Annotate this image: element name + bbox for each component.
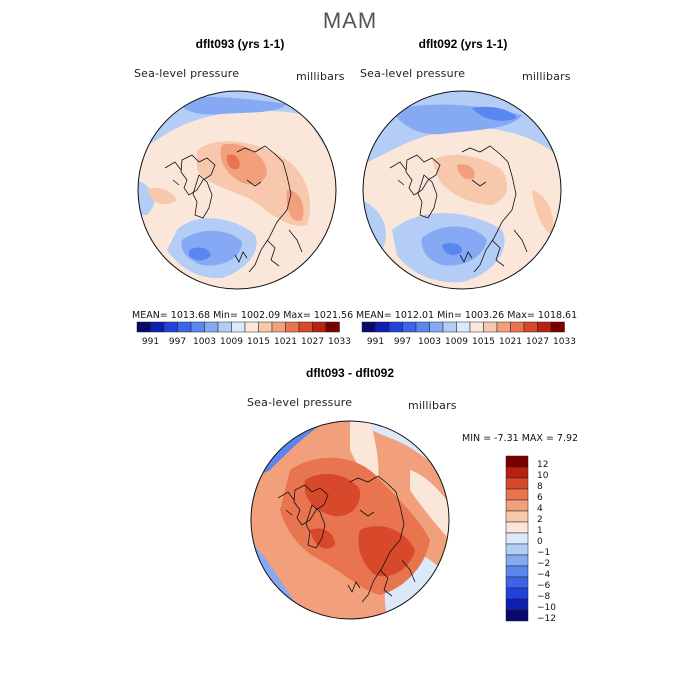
panel-2-variable: Sea-level pressure bbox=[360, 67, 466, 80]
diff-colorbar-swatch bbox=[505, 543, 529, 556]
panel-2-colorbar: 991 997 1003 1009 1015 1021 1027 1033 bbox=[361, 321, 576, 347]
panel-2-colorbar-swatch bbox=[496, 321, 511, 333]
panel-2-colorbar-swatch bbox=[510, 321, 525, 333]
panel-1-colorbar-swatch bbox=[285, 321, 300, 333]
panel-1-colorbar-swatch bbox=[177, 321, 192, 333]
diff-units: millibars bbox=[408, 399, 457, 412]
diff-map bbox=[250, 420, 450, 620]
panel-1-stats: MEAN= 1013.68 Min= 1002.09 Max= 1021.56 bbox=[132, 310, 354, 321]
panel-2-colorbar-tick-label: 1009 bbox=[445, 337, 468, 347]
panel-1-colorbar-swatch bbox=[244, 321, 259, 333]
panel-2-units: millibars bbox=[522, 70, 571, 83]
panel-2-colorbar-tick-label: 1021 bbox=[499, 337, 522, 347]
panel-1-map bbox=[137, 90, 337, 290]
panel-2-colorbar-tick-label: 1003 bbox=[418, 337, 441, 347]
diff-colorbar-tick-label: −4 bbox=[537, 570, 551, 580]
diff-variable: Sea-level pressure bbox=[247, 396, 353, 409]
diff-colorbar-swatch bbox=[505, 455, 529, 468]
panel-1-colorbar-tick-label: 1009 bbox=[220, 337, 243, 347]
diff-colorbar-swatch bbox=[505, 499, 529, 512]
diff-colorbar-tick-label: 4 bbox=[537, 504, 543, 514]
panel-2-colorbar-swatch bbox=[402, 321, 417, 333]
diff-colorbar-tick-label: 1 bbox=[537, 526, 543, 536]
diff-colorbar-tick-label: −1 bbox=[537, 548, 550, 558]
panel-2-title: dflt092 (yrs 1-1) bbox=[418, 37, 508, 51]
panel-1-units: millibars bbox=[296, 70, 345, 83]
panel-2-colorbar-swatch bbox=[550, 321, 565, 333]
diff-colorbar-swatch bbox=[505, 587, 529, 600]
panel-1-colorbar-swatch bbox=[312, 321, 327, 333]
panel-1-colorbar-swatch bbox=[258, 321, 273, 333]
diff-colorbar-tick-label: −8 bbox=[537, 592, 551, 602]
diff-colorbar-swatch bbox=[505, 554, 529, 567]
panel-1-colorbar-tick-label: 1003 bbox=[193, 337, 216, 347]
diff-colorbar-swatch bbox=[505, 609, 529, 622]
panel-2-colorbar-swatch bbox=[469, 321, 484, 333]
diff-colorbar-swatch bbox=[505, 576, 529, 589]
panel-1-colorbar: 991 997 1003 1009 1015 1021 1027 1033 bbox=[136, 321, 351, 347]
panel-1-colorbar-tick-label: 1021 bbox=[274, 337, 297, 347]
diff-colorbar-tick-label: 6 bbox=[537, 493, 543, 503]
diff-colorbar-tick-label: −12 bbox=[537, 614, 556, 624]
panel-2-colorbar-tick-label: 997 bbox=[394, 337, 411, 347]
panel-1-colorbar-swatch bbox=[298, 321, 313, 333]
panel-2-colorbar-swatch bbox=[361, 321, 376, 333]
panel-1-colorbar-tick-label: 991 bbox=[142, 337, 159, 347]
panel-1-colorbar-swatch bbox=[163, 321, 178, 333]
panel-1-colorbar-swatch bbox=[325, 321, 340, 333]
diff-colorbar-tick-label: −10 bbox=[537, 603, 556, 613]
diff-colorbar-tick-label: −6 bbox=[537, 581, 551, 591]
panel-2-colorbar-swatch bbox=[415, 321, 430, 333]
panel-2-colorbar-tick-label: 1033 bbox=[553, 337, 576, 347]
panel-2-colorbar-tick-label: 991 bbox=[367, 337, 384, 347]
panel-1-colorbar-swatch bbox=[136, 321, 151, 333]
panel-1-colorbar-tick-label: 1027 bbox=[301, 337, 324, 347]
diff-colorbar-tick-label: 10 bbox=[537, 471, 549, 481]
panel-1-colorbar-tick-label: 1015 bbox=[247, 337, 270, 347]
panel-1-colorbar-swatch bbox=[231, 321, 246, 333]
panel-2-colorbar-swatch bbox=[537, 321, 552, 333]
panel-1-colorbar-swatch bbox=[190, 321, 205, 333]
diff-title: dflt093 - dflt092 bbox=[305, 366, 395, 380]
panel-1-colorbar-tick-label: 1033 bbox=[328, 337, 351, 347]
panel-1-colorbar-swatch bbox=[150, 321, 165, 333]
diff-colorbar-swatch bbox=[505, 521, 529, 534]
diff-colorbar-tick-label: 0 bbox=[537, 537, 543, 547]
panel-2-colorbar-tick-label: 1015 bbox=[472, 337, 495, 347]
diff-colorbar-swatch bbox=[505, 488, 529, 501]
diff-colorbar-swatch bbox=[505, 510, 529, 523]
diff-stats: MIN = -7.31 MAX = 7.92 bbox=[462, 433, 579, 444]
panel-1-colorbar-tick-label: 997 bbox=[169, 337, 186, 347]
diff-colorbar-tick-label: 8 bbox=[537, 482, 543, 492]
panel-2-colorbar-swatch bbox=[388, 321, 403, 333]
panel-2-colorbar-swatch bbox=[429, 321, 444, 333]
panel-2-map bbox=[362, 90, 562, 290]
panel-1-variable: Sea-level pressure bbox=[134, 67, 240, 80]
diff-colorbar-swatch bbox=[505, 477, 529, 490]
panel-1-title: dflt093 (yrs 1-1) bbox=[195, 37, 285, 51]
diff-colorbar-swatch bbox=[505, 565, 529, 578]
panel-2-stats: MEAN= 1012.01 Min= 1003.26 Max= 1018.61 bbox=[356, 310, 578, 321]
diff-colorbar-tick-label: 12 bbox=[537, 460, 548, 470]
panel-2-colorbar-swatch bbox=[483, 321, 498, 333]
panel-2-colorbar-swatch bbox=[456, 321, 471, 333]
diff-colorbar-tick-label: −2 bbox=[537, 559, 550, 569]
panel-1-colorbar-swatch bbox=[217, 321, 232, 333]
diff-colorbar-swatch bbox=[505, 532, 529, 545]
panel-2-colorbar-tick-label: 1027 bbox=[526, 337, 549, 347]
panel-2-colorbar-swatch bbox=[442, 321, 457, 333]
diff-colorbar-swatch bbox=[505, 466, 529, 479]
diff-colorbar-swatch bbox=[505, 598, 529, 611]
panel-2-colorbar-swatch bbox=[375, 321, 390, 333]
panel-2-colorbar-swatch bbox=[523, 321, 538, 333]
panel-1-colorbar-swatch bbox=[271, 321, 286, 333]
figure-title: MAM bbox=[322, 8, 378, 33]
panel-1-colorbar-swatch bbox=[204, 321, 219, 333]
diff-colorbar-tick-label: 2 bbox=[537, 515, 543, 525]
